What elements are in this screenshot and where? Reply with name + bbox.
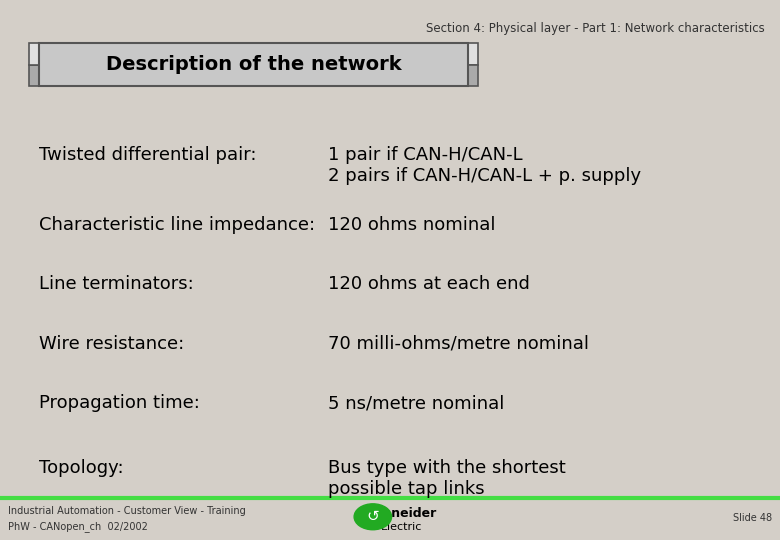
Text: Propagation time:: Propagation time: [39, 394, 200, 412]
Text: Industrial Automation - Customer View - Training: Industrial Automation - Customer View - … [8, 506, 246, 516]
FancyBboxPatch shape [464, 43, 478, 65]
Text: Bus type with the shortest
possible tap links: Bus type with the shortest possible tap … [328, 459, 566, 498]
Text: Characteristic line impedance:: Characteristic line impedance: [39, 216, 315, 234]
Text: ↺: ↺ [367, 509, 379, 524]
Text: Schneider: Schneider [367, 507, 437, 519]
FancyBboxPatch shape [29, 43, 43, 65]
Text: Wire resistance:: Wire resistance: [39, 335, 184, 353]
Text: Line terminators:: Line terminators: [39, 275, 193, 293]
Text: Topology:: Topology: [39, 459, 123, 477]
Text: 120 ohms nominal: 120 ohms nominal [328, 216, 495, 234]
FancyBboxPatch shape [39, 43, 468, 86]
Text: 120 ohms at each end: 120 ohms at each end [328, 275, 530, 293]
Text: Twisted differential pair:: Twisted differential pair: [39, 146, 257, 164]
FancyBboxPatch shape [464, 65, 478, 86]
Circle shape [354, 504, 392, 530]
Text: 1 pair if CAN-H/CAN-L
2 pairs if CAN-H/CAN-L + p. supply: 1 pair if CAN-H/CAN-L 2 pairs if CAN-H/C… [328, 146, 640, 185]
Text: 5 ns/metre nominal: 5 ns/metre nominal [328, 394, 504, 412]
FancyBboxPatch shape [29, 65, 43, 86]
Text: 70 milli-ohms/metre nominal: 70 milli-ohms/metre nominal [328, 335, 589, 353]
Text: Slide 48: Slide 48 [733, 513, 772, 523]
Text: Description of the network: Description of the network [105, 55, 402, 75]
Text: Section 4: Physical layer - Part 1: Network characteristics: Section 4: Physical layer - Part 1: Netw… [426, 22, 764, 35]
Text: Electric: Electric [381, 522, 423, 532]
Text: PhW - CANopen_ch  02/2002: PhW - CANopen_ch 02/2002 [8, 521, 147, 532]
